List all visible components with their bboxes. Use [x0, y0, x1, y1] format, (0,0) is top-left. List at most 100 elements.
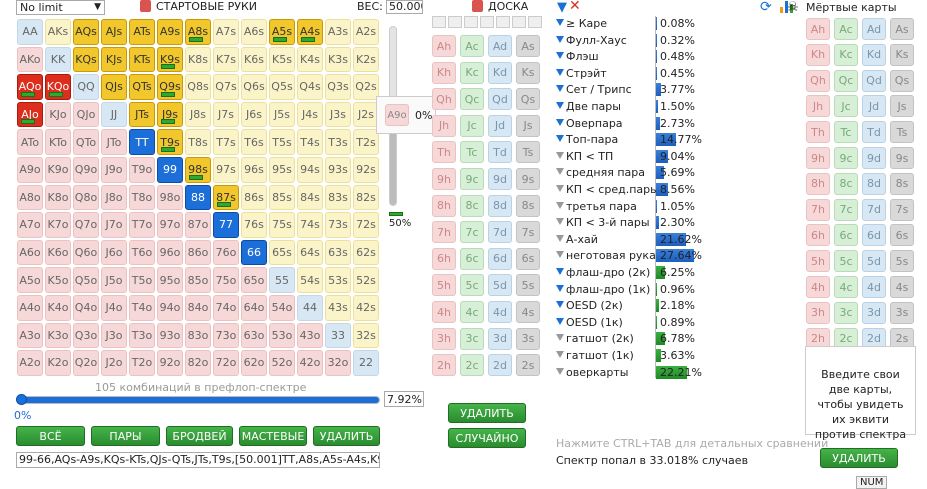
- hand-cell-A5s[interactable]: A5s: [269, 19, 295, 45]
- filter-icon[interactable]: [556, 317, 564, 325]
- hand-cell-74s[interactable]: 74s: [297, 212, 323, 238]
- hand-cell-J3o[interactable]: J3o: [101, 322, 127, 349]
- filter-icon[interactable]: [556, 19, 564, 26]
- hand-cell-93s[interactable]: 93s: [325, 156, 351, 183]
- hand-cell-55[interactable]: 55: [269, 267, 295, 293]
- hand-cell-A3s[interactable]: A3s: [325, 19, 351, 45]
- board-slot[interactable]: [512, 16, 526, 28]
- range-text-field[interactable]: 99-66,AQs-A9s,KQs-KTs,QJs-QTs,JTs,T9s,[5…: [16, 452, 380, 468]
- board-card-3c[interactable]: 3c: [460, 327, 484, 350]
- hand-cell-86o[interactable]: 86o: [185, 239, 211, 266]
- hand-cell-74o[interactable]: 74o: [213, 294, 239, 321]
- board-card-Jd[interactable]: Jd: [488, 114, 512, 137]
- hand-cell-Q2s[interactable]: Q2s: [353, 74, 379, 100]
- hand-cell-A7s[interactable]: A7s: [213, 19, 239, 45]
- dead-card-Jd[interactable]: Jd: [862, 95, 886, 118]
- hand-cell-96s[interactable]: 96s: [241, 156, 267, 183]
- hand-cell-52s[interactable]: 52s: [353, 267, 379, 293]
- dead-card-Kh[interactable]: Kh: [806, 43, 830, 66]
- hand-cell-A6o[interactable]: A6o: [17, 239, 43, 266]
- hand-cell-97o[interactable]: 97o: [157, 212, 183, 238]
- hand-cell-J8s[interactable]: J8s: [185, 101, 211, 128]
- hand-cell-T4o[interactable]: T4o: [129, 294, 155, 321]
- hand-cell-66[interactable]: 66: [241, 239, 267, 266]
- dead-card-Qd[interactable]: Qd: [862, 69, 886, 92]
- hand-cell-Q8s[interactable]: Q8s: [185, 74, 211, 100]
- bar-chart-icon[interactable]: [780, 1, 794, 13]
- board-card-2s[interactable]: 2s: [516, 354, 540, 377]
- dead-card-Tc[interactable]: Tc: [834, 121, 858, 144]
- board-card-7d[interactable]: 7d: [488, 221, 512, 244]
- hand-cell-K2o[interactable]: K2o: [45, 350, 71, 376]
- hand-cell-K4s[interactable]: K4s: [297, 46, 323, 73]
- board-card-2c[interactable]: 2c: [460, 354, 484, 377]
- board-slot[interactable]: [464, 16, 478, 28]
- hand-cell-95s[interactable]: 95s: [269, 156, 295, 183]
- board-card-Ts[interactable]: Ts: [516, 141, 540, 164]
- board-card-Qc[interactable]: Qc: [460, 88, 484, 111]
- hand-cell-J9o[interactable]: J9o: [101, 156, 127, 183]
- hand-cell-54o[interactable]: 54o: [269, 294, 295, 321]
- hand-cell-JJ[interactable]: JJ: [101, 101, 127, 128]
- hand-cell-72s[interactable]: 72s: [353, 212, 379, 238]
- hand-cell-T6o[interactable]: T6o: [129, 239, 155, 266]
- board-card-7c[interactable]: 7c: [460, 221, 484, 244]
- range-slider[interactable]: [16, 396, 380, 404]
- hand-cell-K8s[interactable]: K8s: [185, 46, 211, 73]
- hand-cell-AJs[interactable]: AJs: [101, 19, 127, 45]
- hand-cell-QJo[interactable]: QJo: [73, 101, 99, 128]
- broadways-button[interactable]: БРОДВЕЙ: [166, 426, 233, 446]
- hand-cell-Q6o[interactable]: Q6o: [73, 239, 99, 266]
- hand-cell-AQo[interactable]: AQo: [17, 74, 43, 100]
- board-card-4d[interactable]: 4d: [488, 301, 512, 323]
- clear-filter-icon[interactable]: ✕: [569, 0, 581, 14]
- dead-card-8c[interactable]: 8c: [834, 172, 858, 195]
- hand-cell-T7o[interactable]: T7o: [129, 212, 155, 238]
- board-card-6s[interactable]: 6s: [516, 247, 540, 270]
- board-card-Jc[interactable]: Jc: [460, 114, 484, 137]
- dead-card-7h[interactable]: 7h: [806, 198, 830, 221]
- hand-cell-87s[interactable]: 87s: [213, 184, 239, 211]
- hand-cell-A4s[interactable]: A4s: [297, 19, 323, 45]
- refresh-icon[interactable]: ⟳: [760, 0, 772, 15]
- hand-cell-65s[interactable]: 65s: [269, 239, 295, 266]
- board-card-6h[interactable]: 6h: [432, 247, 456, 270]
- dead-card-4c[interactable]: 4c: [834, 276, 858, 298]
- board-card-Ad[interactable]: Ad: [488, 35, 512, 57]
- board-slot[interactable]: [480, 16, 494, 28]
- game-type-select[interactable]: No limit ▼: [16, 0, 105, 15]
- hand-cell-53s[interactable]: 53s: [325, 267, 351, 293]
- hand-cell-A9s[interactable]: A9s: [157, 19, 183, 45]
- dead-card-6h[interactable]: 6h: [806, 224, 830, 247]
- board-card-Kh[interactable]: Kh: [432, 61, 456, 84]
- hand-cell-T3o[interactable]: T3o: [129, 322, 155, 349]
- filter-icon[interactable]: ▼: [557, 0, 567, 15]
- hand-cell-AA[interactable]: AA: [17, 19, 43, 45]
- board-slot[interactable]: [528, 16, 542, 28]
- hand-cell-J2s[interactable]: J2s: [353, 101, 379, 128]
- board-card-7s[interactable]: 7s: [516, 221, 540, 244]
- hand-cell-Q5s[interactable]: Q5s: [269, 74, 295, 100]
- hand-cell-J7s[interactable]: J7s: [213, 101, 239, 128]
- board-card-4h[interactable]: 4h: [432, 301, 456, 323]
- hand-cell-95o[interactable]: 95o: [157, 267, 183, 293]
- hand-cell-84o[interactable]: 84o: [185, 294, 211, 321]
- dead-card-Qs[interactable]: Qs: [890, 69, 914, 92]
- dead-card-Ts[interactable]: Ts: [890, 121, 914, 144]
- hand-cell-99[interactable]: 99: [157, 156, 183, 183]
- dead-card-5h[interactable]: 5h: [806, 250, 830, 273]
- hand-cell-85o[interactable]: 85o: [185, 267, 211, 293]
- hand-cell-65o[interactable]: 65o: [241, 267, 267, 293]
- board-card-6d[interactable]: 6d: [488, 247, 512, 270]
- hand-cell-AKs[interactable]: AKs: [45, 19, 71, 45]
- hand-cell-T5s[interactable]: T5s: [269, 129, 295, 155]
- hand-cell-96o[interactable]: 96o: [157, 239, 183, 266]
- hand-cell-88[interactable]: 88: [185, 184, 211, 211]
- hand-cell-83o[interactable]: 83o: [185, 322, 211, 349]
- hand-cell-73o[interactable]: 73o: [213, 322, 239, 349]
- filter-icon[interactable]: [556, 151, 564, 159]
- board-card-8h[interactable]: 8h: [432, 194, 456, 217]
- dead-card-7d[interactable]: 7d: [862, 198, 886, 221]
- board-card-7h[interactable]: 7h: [432, 221, 456, 244]
- hand-cell-87o[interactable]: 87o: [185, 212, 211, 238]
